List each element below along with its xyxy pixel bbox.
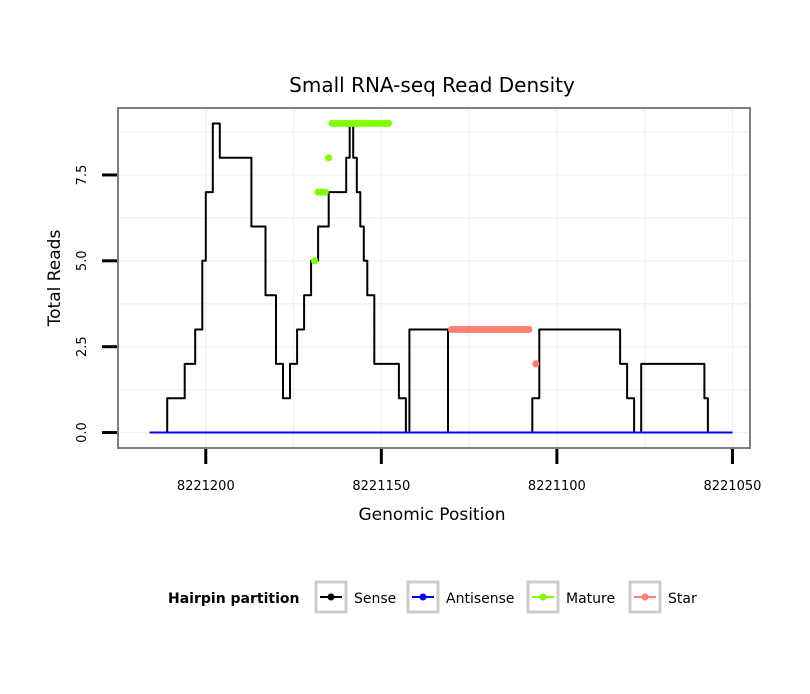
legend-label-star: Star	[668, 591, 697, 607]
legend-key-point-antisense	[419, 593, 427, 601]
plot-panel-border	[117, 107, 751, 449]
mature-point	[311, 257, 319, 265]
star-point	[532, 360, 540, 368]
y-tick-label: 2.5	[75, 336, 90, 357]
mature-point	[321, 188, 329, 196]
legend: Hairpin partition Sense Antisense Mature St…	[168, 580, 697, 614]
y-tick-label: 0.0	[75, 422, 90, 443]
legend-key-point-mature	[539, 593, 547, 601]
y-tick-label: 7.5	[75, 165, 90, 186]
x-tick-label: 8221050	[703, 479, 761, 494]
chart-title: Small RNA-seq Read Density	[289, 73, 575, 97]
y-axis-title: Total Reads	[45, 230, 65, 328]
legend-title: Hairpin partition	[168, 591, 299, 607]
star-point	[525, 325, 533, 334]
y-axis: 0.0 2.5 5.0 7.5	[75, 165, 117, 443]
x-tick-label: 8221150	[352, 479, 410, 494]
x-axis-title: Genomic Position	[358, 505, 505, 525]
mature-point	[384, 119, 392, 128]
legend-label-mature: Mature	[566, 591, 615, 607]
legend-key-point-sense	[327, 593, 335, 601]
x-tick-label: 8221200	[177, 479, 235, 494]
x-tick-label: 8221100	[528, 479, 586, 494]
legend-key-point-star	[641, 593, 649, 601]
y-tick-label: 5.0	[75, 250, 90, 271]
legend-label-sense: Sense	[354, 591, 396, 607]
series-layer	[149, 119, 733, 434]
x-axis: 8221200 8221150 8221100 8221050	[177, 449, 761, 494]
legend-label-antisense: Antisense	[446, 591, 515, 607]
mature-point	[325, 154, 333, 162]
